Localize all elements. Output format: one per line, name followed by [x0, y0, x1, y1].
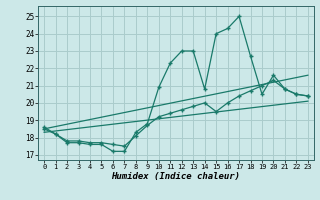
X-axis label: Humidex (Indice chaleur): Humidex (Indice chaleur) [111, 172, 241, 181]
